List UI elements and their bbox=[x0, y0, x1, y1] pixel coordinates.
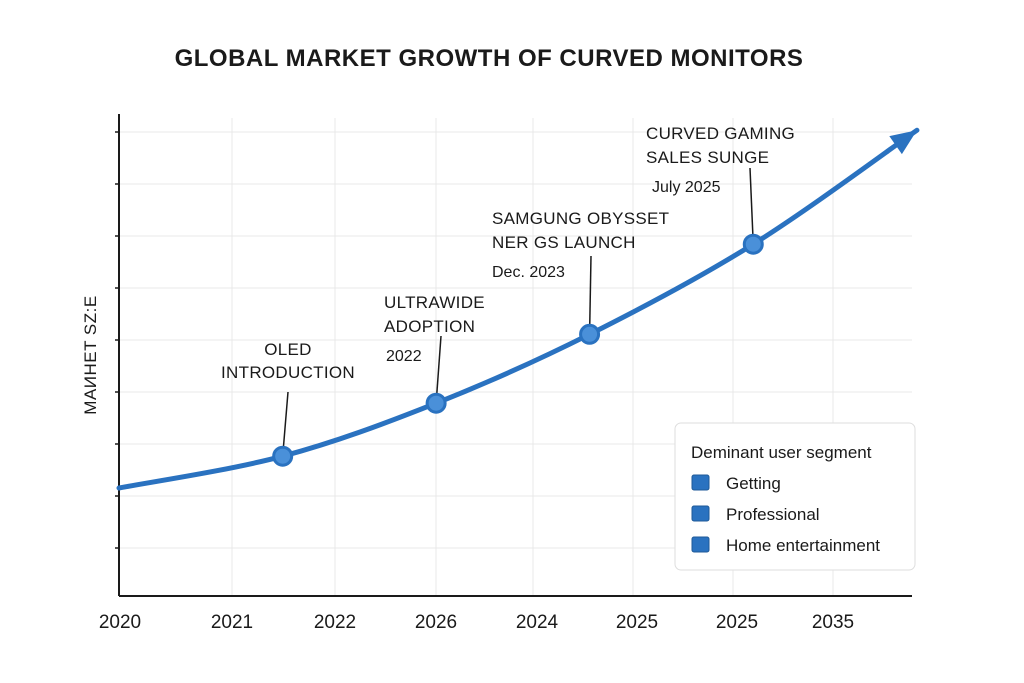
annotation-label: SALES SUNGE bbox=[646, 148, 769, 167]
series-line bbox=[116, 127, 920, 491]
annotation-label: ADOPTION bbox=[384, 317, 475, 336]
annotation-date: 2022 bbox=[386, 348, 422, 365]
annotation-label: NER GS LAUNCH bbox=[492, 233, 636, 252]
legend-swatch bbox=[691, 536, 710, 553]
annotation-label: ULTRAWIDE bbox=[384, 293, 485, 312]
annotations-layer: OLED INTRODUCTION ULTRAWIDE ADOPTION 2022 SAM… bbox=[221, 124, 795, 467]
annotation-label: INTRODUCTION bbox=[221, 363, 355, 382]
annotation-label: CURVED GAMING bbox=[646, 124, 795, 143]
legend-swatch bbox=[691, 505, 710, 522]
legend-item-label: Home entertainment bbox=[726, 536, 880, 555]
axes bbox=[115, 114, 912, 597]
annotation-leader-line bbox=[588, 255, 592, 335]
legend-item-label: Getting bbox=[726, 474, 781, 493]
x-tick-label: 2024 bbox=[516, 612, 559, 633]
y-axis-label: MAИHET SZ:E bbox=[81, 295, 100, 414]
x-tick-label: 2021 bbox=[211, 612, 253, 633]
annotation-date: Dec. 2023 bbox=[492, 264, 565, 281]
legend-swatch bbox=[691, 474, 710, 491]
chart-title: GLOBAL MARKET GROWTH OF CURVED MONITORS bbox=[175, 45, 804, 72]
annotation-label: OLED bbox=[264, 340, 312, 359]
series-arrow-head bbox=[889, 130, 917, 155]
annotation-label: SAMGUNG OBYSSET bbox=[492, 209, 669, 228]
data-point-marker bbox=[425, 392, 447, 414]
annotation-leader-line bbox=[749, 167, 755, 245]
x-tick-label: 2025 bbox=[616, 612, 658, 633]
x-tick-labels: 2020 2021 2022 2026 2024 2025 2025 2035 bbox=[99, 612, 854, 633]
legend-box bbox=[674, 422, 916, 571]
legend: Deminant user segment Getting Professiona… bbox=[674, 422, 916, 571]
annotation-date: July 2025 bbox=[652, 179, 721, 196]
data-point-marker bbox=[579, 323, 601, 345]
x-tick-label: 2026 bbox=[415, 612, 457, 633]
data-point-marker bbox=[272, 445, 294, 467]
x-tick-label: 2020 bbox=[99, 612, 141, 633]
legend-item-label: Professional bbox=[726, 505, 820, 524]
legend-title: Deminant user segment bbox=[691, 443, 872, 462]
annotation-leader-line bbox=[435, 335, 442, 404]
x-tick-label: 2035 bbox=[812, 612, 854, 633]
annotation-leader-line bbox=[281, 391, 289, 457]
series-layer bbox=[116, 127, 920, 491]
data-point-marker bbox=[742, 233, 764, 255]
x-tick-label: 2022 bbox=[314, 612, 356, 633]
x-tick-label: 2025 bbox=[716, 612, 758, 633]
